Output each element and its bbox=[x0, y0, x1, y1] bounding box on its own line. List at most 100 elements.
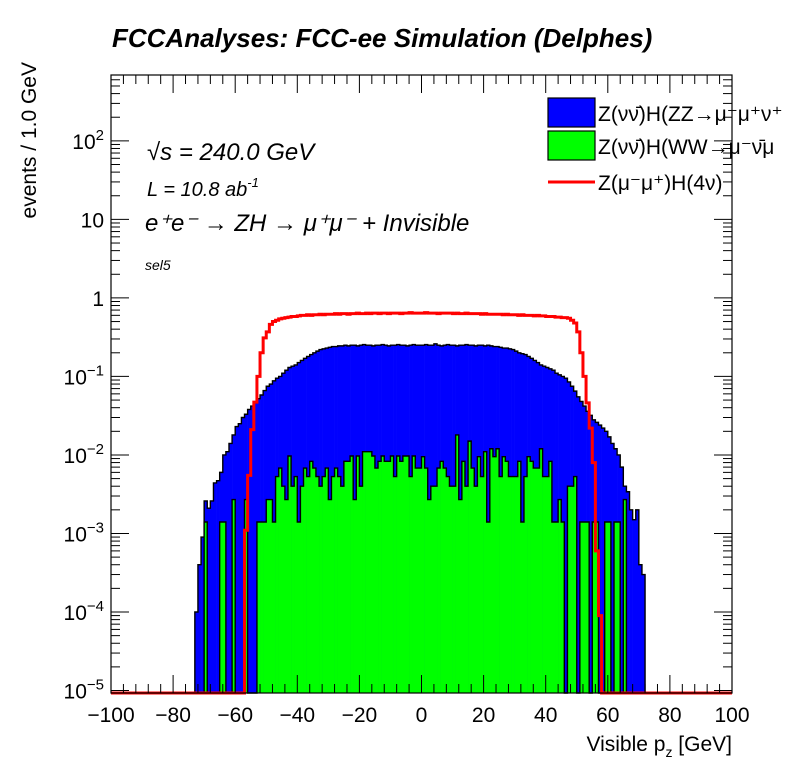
histogram-bin-zz bbox=[207, 508, 211, 693]
histogram-bin-ww bbox=[269, 499, 273, 693]
histogram-bin-zz bbox=[635, 509, 640, 693]
histogram-bin-ww bbox=[592, 522, 596, 693]
legend-swatch bbox=[547, 97, 596, 128]
histogram-bin-ww bbox=[527, 456, 531, 693]
histogram-bin-ww bbox=[489, 448, 494, 693]
histogram-bin-ww bbox=[374, 468, 379, 693]
histogram-bin-zz bbox=[610, 443, 615, 693]
histogram-bin-ww bbox=[542, 476, 546, 693]
histogram-bin-ww bbox=[399, 461, 404, 693]
lumi-text: L = 10.8 ab bbox=[147, 179, 247, 201]
x-tick-label: 40 bbox=[534, 704, 557, 727]
histogram-bin-zz bbox=[576, 396, 581, 693]
histogram-bin-zz bbox=[641, 574, 646, 693]
histogram-bin-ww bbox=[359, 486, 363, 693]
histogram-bin-ww bbox=[322, 476, 326, 693]
histogram-bin-zz bbox=[589, 415, 593, 693]
histogram-bin-ww bbox=[350, 455, 354, 693]
histogram-bin-ww bbox=[368, 451, 373, 693]
histogram-bin-ww bbox=[343, 461, 348, 693]
histogram-bin-ww bbox=[256, 522, 261, 693]
x-tick-label: −100 bbox=[87, 704, 134, 727]
histogram-bin-ww bbox=[287, 455, 292, 693]
histogram-bin-ww bbox=[356, 455, 360, 693]
histogram-bin-ww bbox=[614, 522, 618, 693]
histogram-bin-ww bbox=[449, 486, 453, 693]
histogram-bin-ww bbox=[405, 455, 410, 693]
histogram-bin-ww bbox=[204, 522, 208, 693]
histogram-bin-ww bbox=[272, 522, 276, 693]
histogram-bin-zz bbox=[632, 519, 637, 693]
histogram-bin-ww bbox=[579, 522, 584, 693]
histogram-bin-ww bbox=[536, 468, 540, 693]
histogram-bin-ww bbox=[390, 455, 394, 693]
x-tick-label: 60 bbox=[596, 704, 619, 727]
histogram-bin-ww bbox=[294, 476, 298, 693]
histogram-bin-zz bbox=[247, 409, 252, 693]
histogram-bin-ww bbox=[461, 461, 466, 693]
histogram-bin-ww bbox=[300, 486, 304, 693]
histogram-bin-ww bbox=[539, 448, 543, 693]
histogram-bin-ww bbox=[331, 476, 335, 693]
histogram-bin-zz bbox=[253, 402, 258, 693]
histogram-line-4nu bbox=[111, 311, 732, 695]
histogram-bin-zz bbox=[250, 406, 255, 693]
histogram-bin-ww bbox=[477, 456, 481, 693]
histogram-bin-zz bbox=[197, 564, 202, 693]
histogram-bin-ww bbox=[424, 468, 429, 693]
y-tick-label: 102 bbox=[72, 127, 104, 154]
histogram-bin-ww bbox=[319, 486, 323, 693]
histogram-bin-ww bbox=[464, 486, 469, 693]
x-tick-label: 100 bbox=[714, 704, 749, 727]
histogram-bin-ww bbox=[232, 499, 236, 693]
histogram-bin-ww bbox=[260, 522, 264, 693]
histogram-bin-ww bbox=[604, 522, 609, 693]
histogram-bin-ww bbox=[607, 522, 612, 693]
histogram-bin-ww bbox=[378, 461, 382, 693]
histogram-bin-ww bbox=[558, 499, 562, 693]
legend-label: Z(μ⁻μ⁺)H(4ν) bbox=[598, 172, 723, 195]
histogram-bin-ww bbox=[486, 522, 491, 693]
y-tick-label: 10 bbox=[81, 209, 104, 232]
selection-label: sel5 bbox=[145, 257, 171, 273]
histogram-bin-ww bbox=[387, 461, 391, 693]
histogram-bin-zz bbox=[210, 500, 214, 693]
chart-title: FCCAnalyses: FCC-ee Simulation (Delphes) bbox=[112, 23, 652, 53]
histogram-outline-ww bbox=[188, 434, 655, 694]
histogram-bin-ww bbox=[548, 461, 553, 693]
histogram-bin-ww bbox=[284, 499, 289, 693]
histogram-bin-ww bbox=[508, 476, 512, 693]
x-tick-label: −20 bbox=[342, 704, 378, 727]
y-axis-label: events / 1.0 GeV bbox=[18, 62, 41, 218]
histogram-bin-ww bbox=[499, 476, 503, 693]
histogram-bin-ww bbox=[443, 468, 447, 693]
histogram-bin-ww bbox=[533, 468, 537, 693]
histogram-bin-zz bbox=[629, 509, 633, 693]
x-tick-label: 0 bbox=[416, 704, 428, 727]
histogram-bin-zz bbox=[238, 423, 242, 693]
histogram-bin-ww bbox=[468, 441, 472, 693]
histogram-bin-ww bbox=[446, 476, 450, 693]
x-tick-label: −40 bbox=[279, 704, 315, 727]
histogram-bin-ww bbox=[523, 476, 528, 693]
y-tick-label: 1 bbox=[92, 288, 104, 311]
histogram-bin-ww bbox=[561, 522, 565, 693]
histogram-bin-ww bbox=[480, 476, 484, 693]
histogram-bin-ww bbox=[573, 476, 578, 693]
histogram-bin-ww bbox=[409, 476, 413, 693]
y-tick-label: 10−3 bbox=[64, 519, 104, 546]
legend-label: Z(νν̄)H(WW→μ⁻ν̄μ bbox=[598, 136, 774, 159]
histogram-bin-ww bbox=[328, 499, 332, 693]
legend-label: Z(νν̄)H(ZZ→μ⁻μ⁺ν⁺ bbox=[598, 103, 783, 126]
x-axis-label: Visible pz [GeV] bbox=[586, 733, 732, 760]
histogram-bin-ww bbox=[334, 468, 338, 693]
histogram-bars bbox=[111, 311, 732, 695]
histogram-bin-ww bbox=[309, 461, 314, 693]
histogram-bin-ww bbox=[266, 499, 270, 693]
sqrt-symbol: √ bbox=[147, 139, 161, 166]
histogram-bin-ww bbox=[393, 476, 397, 693]
x-tick-label: −60 bbox=[217, 704, 253, 727]
histogram-bin-ww bbox=[551, 522, 556, 693]
histogram-bin-zz bbox=[235, 426, 239, 693]
